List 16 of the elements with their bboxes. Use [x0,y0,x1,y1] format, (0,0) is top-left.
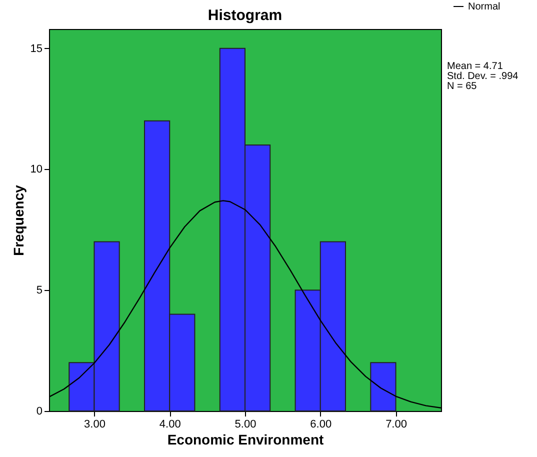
y-tick-label: 10 [30,164,42,176]
y-tick-label: 5 [36,284,42,297]
x-tick-label: 7.00 [386,418,407,430]
legend-label: Normal [468,2,500,12]
x-tick-label: 6.00 [310,418,332,430]
text: N = 65 [447,81,478,92]
text: Std. Dev. = .994 [447,71,519,82]
x-axis-title: Economic Environment [167,432,324,448]
x-tick-label: 3.00 [84,418,106,430]
y-tick-label: 15 [30,42,42,55]
x-tick-label: 4.00 [159,418,181,430]
chart-title: Histogram [208,7,282,24]
y-axis-title: Frequency [10,184,26,256]
x-tick-label: 5.00 [234,418,256,430]
text: Mean = 4.71 [447,61,504,72]
y-tick-label: 0 [36,406,42,418]
